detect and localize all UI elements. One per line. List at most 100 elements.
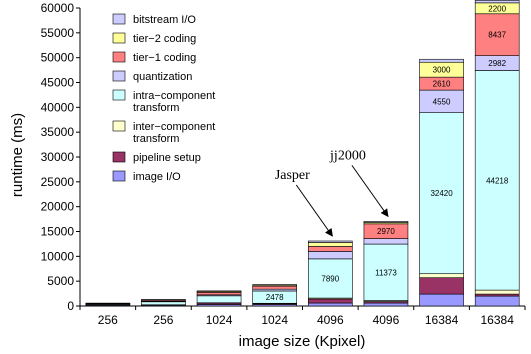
y-tick-label: 5000: [47, 274, 74, 288]
bar-segment: [308, 240, 353, 243]
x-tick-label: 1024: [206, 313, 233, 327]
data-label: 2478: [266, 293, 284, 302]
legend-swatch: [112, 89, 126, 101]
x-axis: 256 256 1024 1024 4096 4096 16384 16384: [79, 305, 526, 327]
bar-segment: [419, 277, 464, 295]
y-tick-label: 45000: [41, 76, 75, 90]
legend-label: intra−component transform: [133, 90, 215, 114]
legend-label: pipeline setup: [133, 152, 201, 164]
bar-stack: [141, 299, 186, 307]
y-tick-label: 20000: [41, 200, 75, 214]
bar-segment: [363, 302, 409, 307]
bar-segment: [196, 295, 242, 304]
legend: bitstream I/O tier−2 coding tier−1 coding q…: [112, 13, 215, 183]
legend-item: tier−1 coding: [112, 51, 196, 64]
bar-segment: [474, 289, 520, 295]
y-tick-label: 10000: [41, 249, 75, 263]
bar-segment: [308, 246, 353, 252]
annotation-label: jj2000: [329, 148, 366, 163]
legend-item: bitstream I/O: [112, 13, 196, 26]
bar-segment: [474, 295, 520, 307]
bar-segment: [419, 58, 464, 63]
bar-segment: [141, 301, 186, 306]
annotations: Jasper jj2000: [275, 148, 389, 237]
x-tick-label: 4096: [317, 313, 344, 327]
bar-stack: [363, 221, 409, 307]
bar-segment: [419, 273, 464, 278]
bar-segment: [308, 298, 353, 304]
legend-swatch: [112, 51, 126, 63]
bar-segment: [474, 70, 520, 291]
data-label: 8437: [488, 31, 506, 40]
legend-label: quantization: [133, 71, 192, 83]
data-label: 3000: [433, 66, 451, 75]
y-tick-label: 30000: [41, 150, 75, 164]
data-label: 2610: [433, 80, 451, 89]
y-tick-label: 55000: [41, 26, 75, 40]
bar-stack: [419, 58, 464, 307]
legend-swatch: [112, 170, 126, 182]
bar-segment: [474, 0, 520, 4]
bar-stack: [474, 0, 520, 307]
bar-stack: [85, 302, 131, 307]
x-tick-label: 16384: [425, 313, 459, 327]
legend-item: intra−component transform: [112, 89, 215, 114]
x-tick-label: 256: [153, 313, 173, 327]
bar-segment: [363, 243, 409, 301]
bar-segment: [308, 242, 353, 247]
legend-swatch: [112, 13, 126, 25]
legend-item: quantization: [112, 70, 192, 83]
y-tick-label: 15000: [41, 225, 75, 239]
data-label: 44218: [486, 176, 509, 185]
x-tick-label: 1024: [261, 313, 288, 327]
data-label: 2200: [488, 4, 506, 13]
bar-stack: [308, 240, 353, 307]
data-label: 4550: [433, 97, 451, 106]
bar-segment: [308, 302, 353, 307]
bar-segment: [474, 13, 520, 56]
bar-segment: [419, 293, 464, 307]
data-label: 2970: [377, 227, 395, 236]
x-axis-title: image size (Kpixel): [239, 333, 366, 350]
legend-label: tier−2 coding: [133, 33, 196, 45]
legend-item: image I/O: [112, 170, 181, 183]
legend-swatch: [112, 120, 126, 132]
x-tick-label: 256: [98, 313, 118, 327]
bar-stack: [252, 284, 297, 307]
bar-segment: [252, 284, 297, 286]
x-tick-label: 16384: [481, 313, 515, 327]
bar-segment: [308, 251, 353, 260]
annotation-arrow: [295, 184, 333, 237]
bar-segment: [252, 285, 297, 290]
data-label: 2982: [488, 59, 506, 68]
legend-swatch: [112, 70, 126, 82]
y-tick-label: 0: [67, 299, 74, 313]
legend-label: image I/O: [133, 171, 181, 183]
legend-item: inter−component transform: [112, 120, 215, 145]
y-axis: 0 5000 10000 15000 20000 25000 30000 35000 40000…: [41, 1, 81, 313]
annotation-label: Jasper: [275, 168, 310, 183]
data-label: 11373: [375, 268, 397, 277]
bar-segment: [196, 292, 242, 296]
y-axis-title: runtime (ms): [9, 113, 26, 197]
bar-segment: [419, 112, 464, 275]
legend-swatch: [112, 32, 126, 44]
y-tick-label: 60000: [41, 1, 75, 15]
y-tick-label: 35000: [41, 125, 75, 139]
legend-item: tier−2 coding: [112, 32, 196, 45]
bar-segment: [363, 238, 409, 245]
x-tick-label: 4096: [373, 313, 400, 327]
legend-label: inter−component transform: [133, 121, 215, 145]
data-label: 7890: [321, 274, 339, 283]
bar-segment: [363, 221, 409, 223]
y-tick-label: 25000: [41, 175, 75, 189]
legend-item: pipeline setup: [112, 151, 201, 164]
legend-label: tier−1 coding: [133, 52, 196, 64]
bar-segment: [308, 258, 353, 299]
annotation-arrow: [351, 165, 389, 218]
legend-swatch: [112, 151, 126, 163]
bars: 2478 7890 11373 2970 32420 4550 2610 3000 44218 2…: [85, 0, 520, 307]
legend-label: bitstream I/O: [133, 14, 196, 26]
y-tick-label: 50000: [41, 51, 75, 65]
